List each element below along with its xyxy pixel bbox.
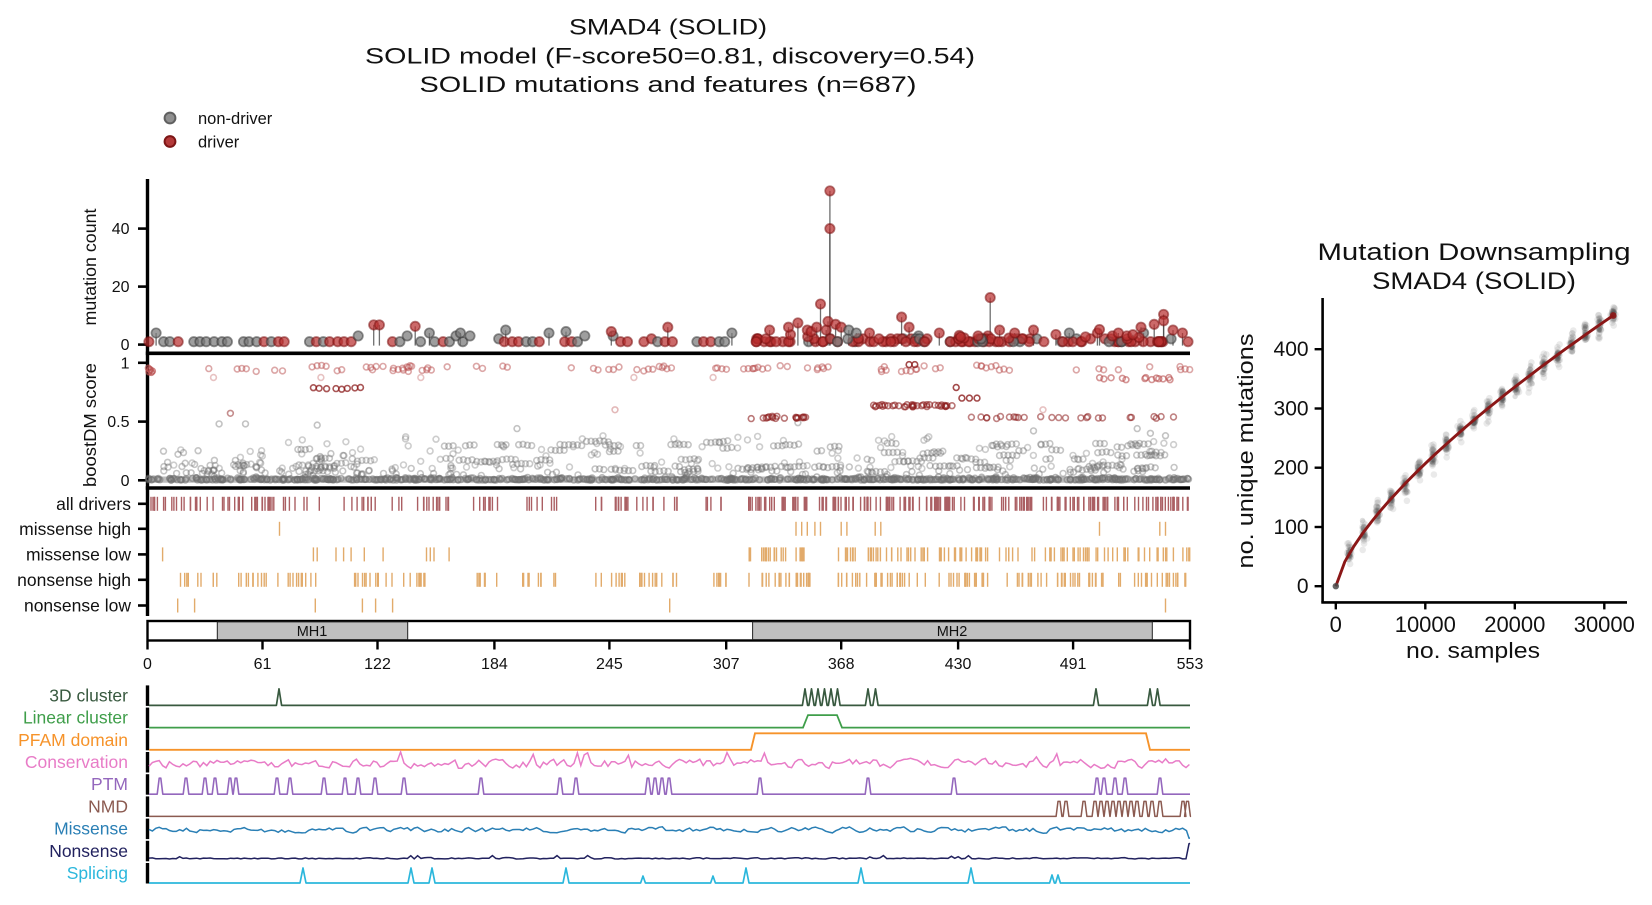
svg-text:Missense: Missense bbox=[54, 819, 128, 839]
svg-text:Linear cluster: Linear cluster bbox=[23, 708, 128, 728]
svg-text:NMD: NMD bbox=[88, 796, 128, 816]
svg-text:no. samples: no. samples bbox=[1406, 638, 1540, 663]
svg-text:MH1: MH1 bbox=[297, 624, 328, 640]
svg-text:nonsense high: nonsense high bbox=[17, 570, 131, 590]
svg-text:MH2: MH2 bbox=[937, 624, 968, 640]
svg-text:491: 491 bbox=[1060, 656, 1087, 673]
svg-text:SMAD4 (SOLID): SMAD4 (SOLID) bbox=[569, 15, 767, 40]
svg-text:driver: driver bbox=[198, 134, 240, 152]
svg-text:nonsense low: nonsense low bbox=[24, 596, 131, 616]
svg-text:300: 300 bbox=[1274, 398, 1309, 421]
svg-text:200: 200 bbox=[1274, 457, 1309, 480]
svg-text:553: 553 bbox=[1177, 656, 1204, 673]
svg-text:10000: 10000 bbox=[1395, 612, 1456, 637]
svg-text:PTM: PTM bbox=[91, 774, 128, 794]
svg-text:SOLID model (F-score50=0.81, d: SOLID model (F-score50=0.81, discovery=0… bbox=[365, 44, 975, 69]
svg-text:368: 368 bbox=[828, 656, 855, 673]
svg-text:all drivers: all drivers bbox=[56, 494, 131, 514]
svg-text:245: 245 bbox=[596, 656, 623, 673]
svg-text:boostDM score: boostDM score bbox=[80, 363, 100, 487]
svg-text:Nonsense: Nonsense bbox=[49, 841, 128, 861]
svg-text:missense high: missense high bbox=[19, 519, 131, 539]
svg-text:1: 1 bbox=[121, 355, 130, 372]
svg-text:0: 0 bbox=[143, 656, 152, 673]
svg-text:PFAM domain: PFAM domain bbox=[18, 730, 128, 750]
svg-text:430: 430 bbox=[945, 656, 972, 673]
svg-text:20000: 20000 bbox=[1484, 612, 1545, 637]
svg-text:SMAD4 (SOLID): SMAD4 (SOLID) bbox=[1372, 268, 1576, 295]
svg-text:307: 307 bbox=[713, 656, 740, 673]
svg-text:non-driver: non-driver bbox=[198, 110, 273, 128]
svg-text:400: 400 bbox=[1274, 338, 1309, 361]
svg-text:20: 20 bbox=[112, 279, 130, 296]
svg-text:40: 40 bbox=[112, 221, 130, 238]
svg-text:mutation count: mutation count bbox=[80, 208, 100, 325]
svg-text:0: 0 bbox=[1297, 575, 1309, 598]
svg-text:no. unique mutations: no. unique mutations bbox=[1233, 334, 1258, 569]
svg-text:100: 100 bbox=[1274, 516, 1309, 539]
svg-text:184: 184 bbox=[481, 656, 508, 673]
svg-text:Splicing: Splicing bbox=[67, 863, 128, 883]
svg-text:SOLID mutations and features (: SOLID mutations and features (n=687) bbox=[420, 72, 917, 97]
svg-text:0: 0 bbox=[1330, 612, 1342, 637]
svg-text:0: 0 bbox=[121, 473, 130, 490]
svg-text:Conservation: Conservation bbox=[25, 752, 128, 772]
svg-text:0.5: 0.5 bbox=[107, 414, 129, 431]
svg-text:3D cluster: 3D cluster bbox=[49, 685, 128, 705]
svg-text:122: 122 bbox=[364, 656, 391, 673]
svg-text:30000: 30000 bbox=[1574, 612, 1635, 637]
svg-text:missense low: missense low bbox=[26, 544, 131, 564]
svg-text:Mutation Downsampling: Mutation Downsampling bbox=[1318, 239, 1631, 266]
svg-text:61: 61 bbox=[254, 656, 272, 673]
svg-text:0: 0 bbox=[121, 337, 130, 354]
